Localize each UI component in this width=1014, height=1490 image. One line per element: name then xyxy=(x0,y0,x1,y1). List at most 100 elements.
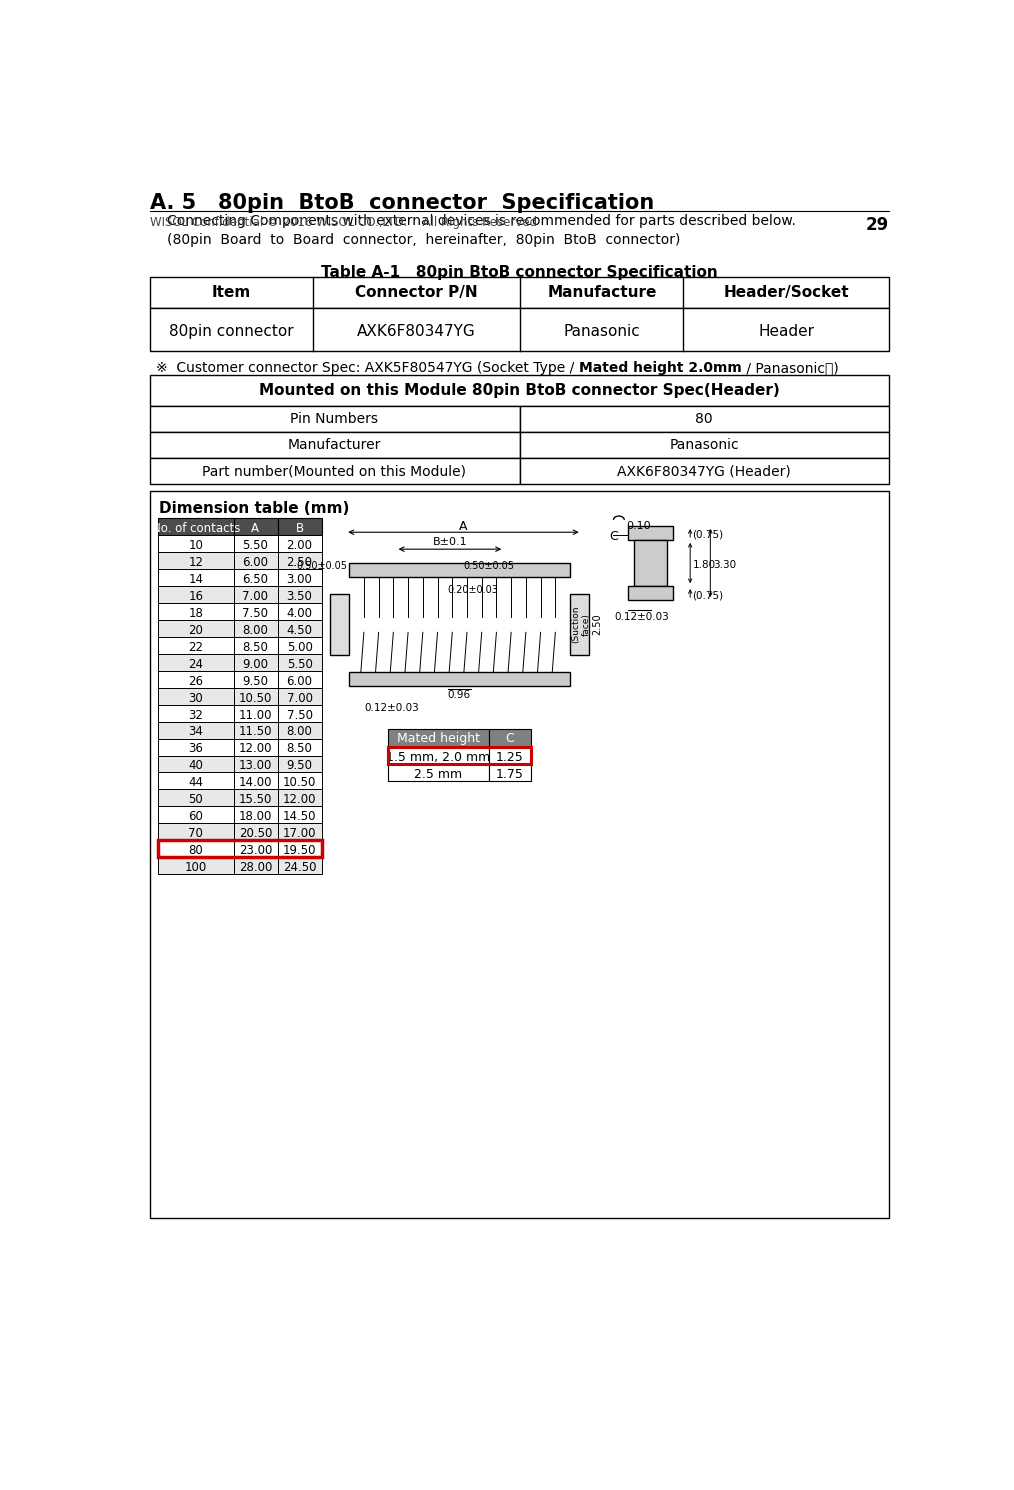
Text: 10.50: 10.50 xyxy=(238,691,272,705)
Bar xyxy=(158,654,233,670)
Bar xyxy=(233,790,278,806)
Text: 0.50±0.05: 0.50±0.05 xyxy=(297,562,348,572)
Text: 9.50: 9.50 xyxy=(287,760,312,772)
Bar xyxy=(278,857,322,875)
Text: 40: 40 xyxy=(189,760,203,772)
Text: Pin Numbers: Pin Numbers xyxy=(290,413,378,426)
Text: 7.00: 7.00 xyxy=(287,691,312,705)
Bar xyxy=(150,405,519,432)
Text: 34: 34 xyxy=(189,726,203,739)
Bar xyxy=(233,654,278,670)
Bar xyxy=(150,308,889,350)
Bar xyxy=(278,772,322,790)
Text: Item: Item xyxy=(212,285,251,299)
Text: ※  Customer connector Spec: AXK5F80547YG (Socket Type /: ※ Customer connector Spec: AXK5F80547YG … xyxy=(156,361,579,375)
Bar xyxy=(278,569,322,586)
Text: 0.12±0.03: 0.12±0.03 xyxy=(365,703,420,714)
Text: 0.20±0.03: 0.20±0.03 xyxy=(447,584,499,595)
Bar xyxy=(388,746,531,764)
Text: Connecting Components with external devices is recommended for parts described b: Connecting Components with external devi… xyxy=(167,215,796,228)
Text: 20: 20 xyxy=(189,624,203,636)
Bar xyxy=(278,721,322,739)
Text: A: A xyxy=(459,520,467,533)
Bar xyxy=(158,772,233,790)
Text: 11.00: 11.00 xyxy=(238,709,272,721)
Text: 3.00: 3.00 xyxy=(287,574,312,586)
Bar xyxy=(489,746,531,764)
Text: 32: 32 xyxy=(189,709,203,721)
Text: (0.75): (0.75) xyxy=(693,590,724,600)
Bar xyxy=(278,603,322,620)
Bar xyxy=(233,721,278,739)
Bar xyxy=(635,539,667,586)
Bar xyxy=(278,790,322,806)
Bar xyxy=(570,595,589,656)
Bar xyxy=(233,620,278,636)
Text: 100: 100 xyxy=(185,861,207,875)
Text: / Panasonic社): / Panasonic社) xyxy=(741,361,839,375)
Text: Connector P/N: Connector P/N xyxy=(355,285,478,299)
Text: 15.50: 15.50 xyxy=(238,793,272,806)
Text: A. 5   80pin  BtoB  connector  Specification: A. 5 80pin BtoB connector Specification xyxy=(150,192,654,213)
Bar xyxy=(519,405,889,432)
Bar xyxy=(158,620,233,636)
Text: 7.50: 7.50 xyxy=(287,709,312,721)
Text: 80: 80 xyxy=(189,843,203,857)
Bar xyxy=(158,806,233,824)
Text: 28.00: 28.00 xyxy=(238,861,272,875)
Bar xyxy=(158,755,233,772)
Text: Panasonic: Panasonic xyxy=(669,438,739,453)
Text: 7.00: 7.00 xyxy=(242,590,269,603)
Text: Dimension table (mm): Dimension table (mm) xyxy=(159,502,350,517)
Text: 24: 24 xyxy=(189,657,203,670)
Text: 9.50: 9.50 xyxy=(242,675,269,688)
Bar xyxy=(233,806,278,824)
Text: 2.00: 2.00 xyxy=(287,539,312,553)
Bar xyxy=(278,654,322,670)
Text: Header: Header xyxy=(758,323,814,338)
Bar xyxy=(150,490,889,1219)
Bar xyxy=(278,840,322,857)
Text: 2.5 mm: 2.5 mm xyxy=(415,767,462,781)
Text: 5.50: 5.50 xyxy=(242,539,269,553)
Text: 2.50: 2.50 xyxy=(592,614,602,635)
Bar xyxy=(278,755,322,772)
Text: 0.10: 0.10 xyxy=(627,522,651,532)
Text: Panasonic: Panasonic xyxy=(564,323,640,338)
Bar xyxy=(349,563,570,577)
Bar xyxy=(233,535,278,553)
Bar xyxy=(158,705,233,721)
Text: 8.00: 8.00 xyxy=(242,624,269,636)
Bar xyxy=(278,553,322,569)
Bar xyxy=(629,586,673,600)
Text: 18: 18 xyxy=(189,606,203,620)
Text: 18.00: 18.00 xyxy=(238,811,272,822)
Bar xyxy=(519,432,889,459)
Text: 5.50: 5.50 xyxy=(287,657,312,670)
Text: Table A-1   80pin BtoB connector Specification: Table A-1 80pin BtoB connector Specifica… xyxy=(321,265,718,280)
Text: 29: 29 xyxy=(866,216,889,234)
Text: Mounted on this Module 80pin BtoB connector Spec(Header): Mounted on this Module 80pin BtoB connec… xyxy=(260,383,780,398)
Text: 3.30: 3.30 xyxy=(714,560,736,571)
Text: 6.50: 6.50 xyxy=(242,574,269,586)
Bar xyxy=(278,519,322,535)
Bar xyxy=(233,636,278,654)
Bar xyxy=(278,688,322,705)
Text: (Suction
face): (Suction face) xyxy=(571,606,590,644)
Text: 0.12±0.03: 0.12±0.03 xyxy=(614,612,669,623)
Text: 5.00: 5.00 xyxy=(287,641,312,654)
Text: 6.00: 6.00 xyxy=(287,675,312,688)
Text: 9.00: 9.00 xyxy=(242,657,269,670)
Bar xyxy=(233,603,278,620)
Bar xyxy=(150,375,889,405)
Bar xyxy=(629,526,673,539)
Text: (0.75): (0.75) xyxy=(693,529,724,539)
Text: 10: 10 xyxy=(189,539,203,553)
Bar xyxy=(150,277,889,308)
Bar xyxy=(158,840,322,857)
Bar xyxy=(233,705,278,721)
Text: Manufacturer: Manufacturer xyxy=(288,438,381,453)
Bar xyxy=(278,806,322,824)
Text: 0.50±0.05: 0.50±0.05 xyxy=(463,562,514,572)
Bar xyxy=(278,824,322,840)
